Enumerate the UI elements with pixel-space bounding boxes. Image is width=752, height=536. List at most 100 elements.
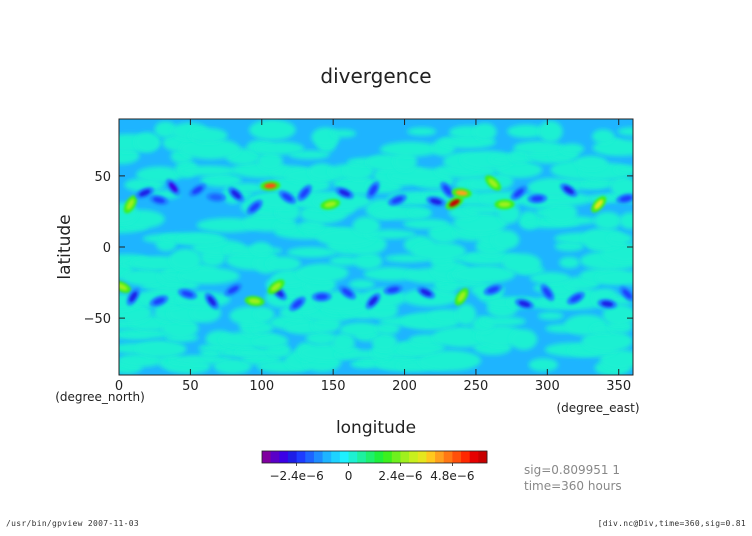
colorbar-swatch [270, 451, 280, 463]
x-tick-label: 150 [321, 379, 346, 394]
field-blob [188, 127, 228, 143]
divergence-feature [488, 178, 498, 188]
field-blob [288, 150, 330, 160]
divergence-feature [153, 297, 165, 305]
colorbar-swatch [478, 451, 488, 463]
field-blob [348, 279, 375, 290]
field-blob [305, 331, 337, 345]
field-blob [418, 350, 482, 372]
field-blob [592, 139, 633, 157]
divergence-feature [518, 300, 531, 307]
field-blob [595, 270, 633, 286]
field-blob [491, 230, 520, 250]
colorbar-swatch [339, 451, 349, 463]
y-unit-label: (degree_north) [55, 390, 145, 404]
divergence-feature [139, 189, 151, 197]
colorbar-label: −2.4e−6 [270, 469, 324, 483]
colorbar-swatch [357, 451, 367, 463]
divergence-feature [391, 196, 404, 204]
field-blob [545, 202, 578, 224]
field-blob [575, 155, 608, 170]
divergence-feature [249, 202, 260, 212]
field-blob [538, 120, 563, 143]
colorbar-swatch [287, 451, 298, 463]
x-tick-label: 250 [464, 379, 489, 394]
divergence-feature [449, 199, 460, 207]
divergence-feature [619, 195, 632, 202]
divergence-feature [181, 290, 194, 297]
field-blob [559, 256, 580, 269]
field-blob [582, 227, 626, 250]
field-blob [135, 340, 187, 358]
field-blob [607, 233, 633, 244]
divergence-feature [339, 189, 351, 197]
field-blob [408, 208, 430, 217]
divergence-feature [430, 198, 442, 205]
y-tick-label: 50 [94, 170, 111, 185]
field-blob [371, 332, 398, 352]
field-blob [529, 272, 571, 285]
x-tick-label: 300 [535, 379, 560, 394]
field-blob [537, 311, 564, 320]
info-sig: sig=0.809951 1 [524, 463, 620, 477]
colorbar-swatch [296, 451, 306, 463]
field-blob [253, 333, 289, 348]
field-blob [311, 127, 340, 147]
field-blob [610, 176, 633, 198]
field-blob [122, 268, 168, 286]
footer-file: [div.nc@Div,time=360,sig=0.81 [597, 519, 746, 528]
field-blob [177, 165, 239, 176]
divergence-feature [342, 288, 353, 297]
colorbar-swatch [452, 451, 462, 463]
field-blob [254, 307, 275, 322]
field-blob [176, 233, 227, 246]
colorbar-swatch [426, 451, 436, 463]
divergence-feature [248, 298, 261, 304]
field-blob [513, 140, 565, 155]
colorbar-swatch [443, 451, 453, 463]
divergence-feature [168, 182, 178, 193]
field-blob [510, 329, 538, 350]
field-blob [255, 141, 305, 155]
x-axis: 0 50 100 150 200 250 300 350 [115, 119, 631, 394]
divergence-feature [570, 294, 582, 302]
field-blob [249, 119, 296, 141]
divergence-feature [315, 294, 328, 300]
field-blob [619, 212, 633, 230]
colorbar-swatch [417, 451, 427, 463]
divergence-feature [543, 287, 552, 298]
field-blob [297, 263, 349, 283]
field-blob [352, 216, 381, 236]
field-blob [479, 316, 527, 327]
field-blob [354, 252, 383, 270]
divergence-feature [498, 201, 511, 207]
field-blob [250, 241, 272, 255]
divergence-feature [369, 184, 377, 196]
x-tick-label: 100 [249, 379, 274, 394]
chart-title: divergence [320, 64, 431, 88]
x-tick-label: 50 [182, 379, 199, 394]
divergence-feature [487, 286, 499, 293]
divergence-feature [129, 291, 138, 303]
divergence-feature [292, 299, 303, 309]
colorbar-swatch [469, 451, 479, 463]
divergence-feature [192, 186, 203, 194]
colorbar-frame [261, 450, 488, 464]
divergence-feature [513, 188, 524, 198]
divergence-feature [264, 183, 277, 189]
divergence-feature [455, 190, 468, 196]
divergence-feature [153, 197, 165, 203]
field-blob [594, 211, 622, 230]
field-blob [473, 123, 497, 141]
field-blob [169, 248, 202, 271]
x-axis-label: longitude [336, 418, 416, 438]
info-time: time=360 hours [524, 479, 622, 493]
divergence-feature [563, 186, 574, 195]
field-blob [332, 332, 355, 352]
field-blob [286, 246, 337, 258]
colorbar-swatch [279, 451, 289, 463]
colorbar-swatch [365, 451, 375, 463]
y-axis-label: latitude [55, 214, 75, 279]
field-blob [407, 127, 437, 136]
field-blob [591, 129, 615, 144]
